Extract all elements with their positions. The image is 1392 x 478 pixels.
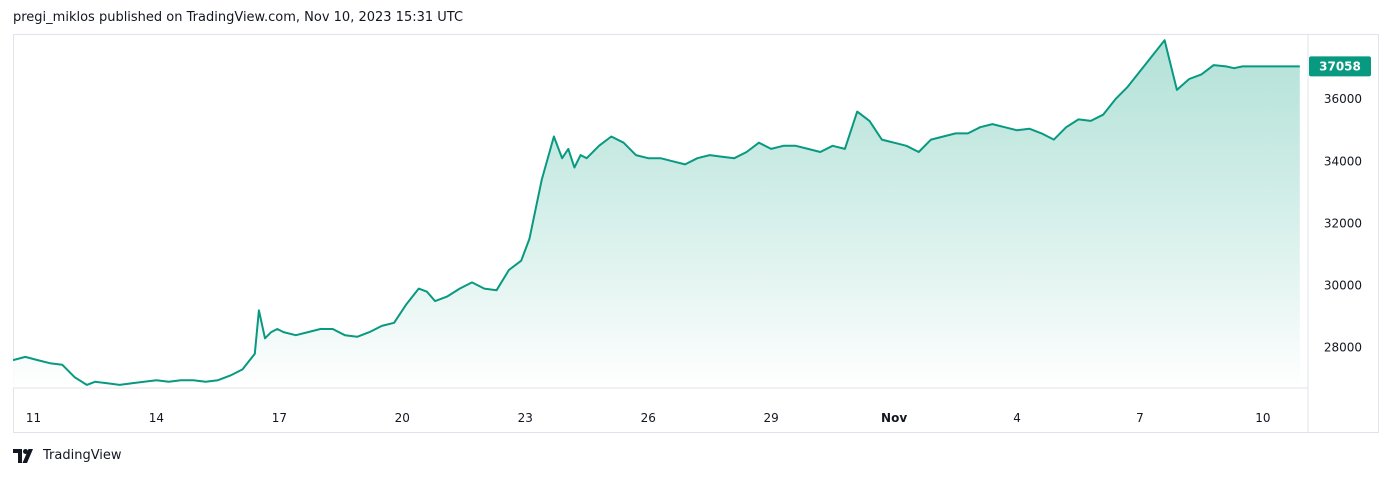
time-tick-label: 26 [641, 411, 656, 425]
footer: TradingView [13, 448, 122, 463]
time-tick-label: 17 [272, 411, 287, 425]
time-tick-label: 20 [395, 411, 410, 425]
price-axis[interactable]: 28000 30000 32000 34000 36000 [1324, 92, 1362, 354]
time-axis[interactable]: 11 14 17 20 23 26 29 Nov 4 7 10 [26, 411, 1271, 425]
time-tick-label: 11 [26, 411, 41, 425]
chart-frame [13, 34, 1379, 433]
price-tick-label: 34000 [1324, 154, 1362, 168]
price-tick-label: 30000 [1324, 279, 1362, 293]
last-price-value: 37058 [1319, 59, 1361, 73]
publisher-header: pregi_miklos published on TradingView.co… [13, 10, 464, 25]
footer-brand: TradingView [43, 448, 122, 463]
time-tick-label: Nov [881, 411, 907, 425]
last-price-badge-bg [1309, 56, 1371, 77]
price-area-fill [13, 40, 1300, 388]
time-tick-label: 23 [518, 411, 533, 425]
plot-area [13, 39, 1300, 388]
price-chart[interactable]: 28000 30000 32000 34000 36000 11 14 17 20 23 26 29… [13, 34, 1379, 433]
last-price-badge: 37058 [1309, 56, 1371, 77]
price-tick-label: 28000 [1324, 341, 1362, 355]
price-tick-label: 32000 [1324, 216, 1362, 230]
price-tick-label: 36000 [1324, 92, 1362, 106]
price-line [13, 39, 1300, 386]
time-tick-label: 29 [764, 411, 779, 425]
time-tick-label: 7 [1136, 411, 1144, 425]
time-tick-label: 14 [149, 411, 164, 425]
tradingview-logo-icon [13, 448, 33, 463]
time-tick-label: 10 [1255, 411, 1270, 425]
time-tick-label: 4 [1013, 411, 1021, 425]
